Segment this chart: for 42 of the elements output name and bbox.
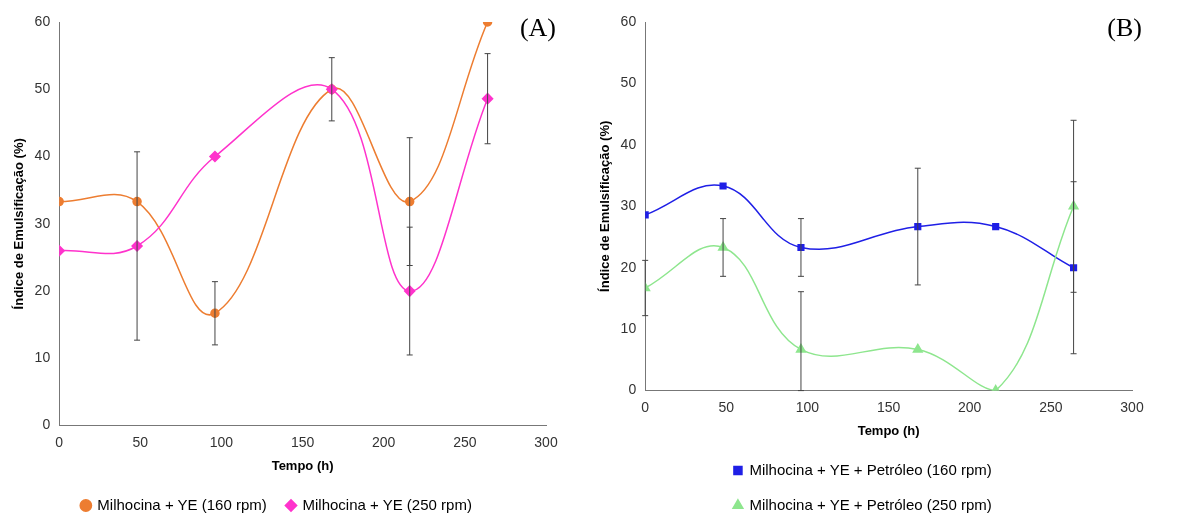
point — [719, 182, 727, 190]
y-tick-label: 0 — [628, 381, 637, 398]
y-tick-label: 60 — [620, 12, 637, 29]
legend-label: Milhocina + YE + Petróleo (250 rpm) — [749, 495, 992, 513]
annotation: (A) — [519, 12, 556, 42]
y-tick-label: 40 — [34, 147, 51, 164]
x-tick-label: 50 — [718, 398, 735, 415]
x-tick-label: 200 — [958, 398, 982, 415]
y-tick-label: 0 — [42, 416, 51, 433]
x-tick-label: 250 — [1039, 398, 1063, 415]
x-tick-label: 50 — [132, 433, 149, 450]
point — [912, 343, 923, 353]
x-tick-label: 200 — [372, 433, 396, 450]
annotation: (B) — [1107, 12, 1142, 42]
y-tick-label: 10 — [34, 349, 51, 366]
x-tick-label: 0 — [641, 398, 650, 415]
point — [992, 223, 1000, 231]
x-axis-title: Tempo (h) — [857, 422, 920, 438]
y-tick-label: 30 — [620, 197, 637, 214]
y-axis-title: Índice de Emulsificação (%) — [11, 138, 27, 310]
y-tick-label: 50 — [34, 80, 51, 97]
x-tick-label: 100 — [209, 433, 234, 450]
legend-label: Milhocina + YE (250 rpm) — [302, 495, 472, 513]
y-tick-label: 40 — [620, 135, 637, 152]
y-tick-label: 50 — [620, 74, 637, 91]
y-axis-title: Índice de Emulsificação (%) — [597, 120, 613, 292]
x-tick-label: 150 — [876, 398, 901, 415]
y-tick-label: 10 — [620, 320, 637, 337]
x-tick-label: 150 — [290, 433, 315, 450]
y-tick-label: 20 — [620, 258, 637, 275]
point — [209, 150, 221, 163]
y-tick-label: 30 — [34, 214, 51, 231]
x-axis-title: Tempo (h) — [271, 457, 334, 473]
x-tick-label: 300 — [534, 433, 558, 450]
legend-label: Milhocina + YE (160 rpm) — [97, 495, 267, 513]
x-tick-label: 0 — [55, 433, 64, 450]
legend-label: Milhocina + YE + Petróleo (160 rpm) — [749, 460, 992, 478]
y-tick-label: 60 — [34, 12, 51, 29]
x-tick-label: 100 — [795, 398, 820, 415]
x-tick-label: 250 — [453, 433, 477, 450]
y-tick-label: 20 — [34, 281, 51, 298]
x-tick-label: 300 — [1120, 398, 1144, 415]
